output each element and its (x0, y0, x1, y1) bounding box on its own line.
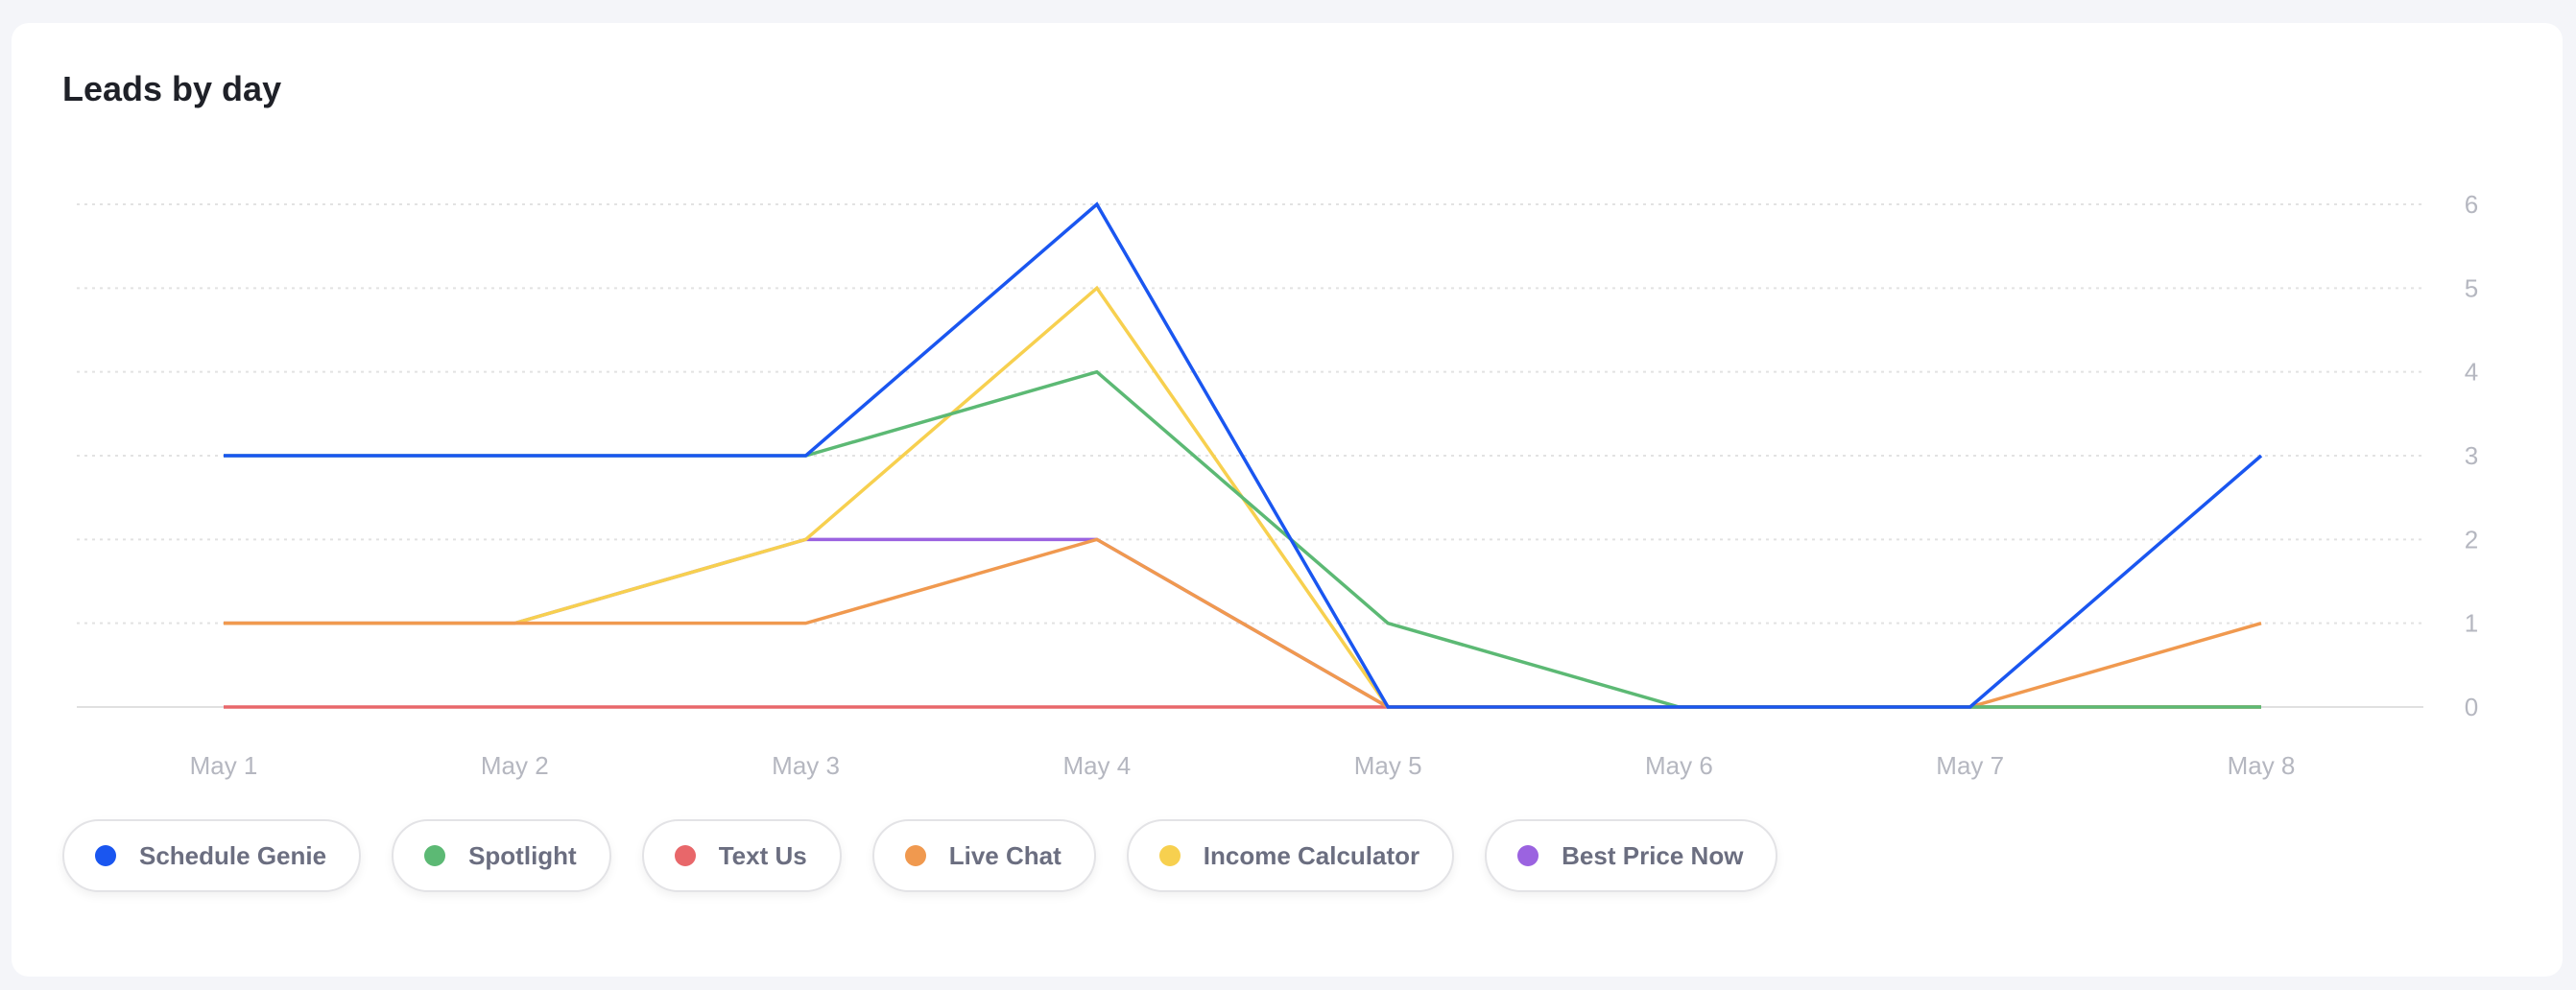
legend-label: Best Price Now (1562, 840, 1744, 870)
y-tick-label: 5 (2465, 273, 2478, 302)
legend-dot-icon (1517, 845, 1539, 866)
legend-label: Income Calculator (1203, 840, 1420, 870)
leads-by-day-card (12, 23, 2563, 977)
series-line-spotlight (224, 369, 2261, 709)
legend-item-text-us[interactable]: Text Us (641, 819, 842, 892)
x-tick-label: May 4 (1062, 751, 1131, 780)
line-chart: 0 1 2 3 4 5 6 May 1 May 2 May 3 May 4 May 5 May 6 May… (77, 190, 2478, 780)
legend-item-spotlight[interactable]: Spotlight (392, 819, 611, 892)
y-tick-label: 6 (2465, 190, 2478, 219)
legend-dot-icon (95, 845, 116, 866)
series-line-schedule-genie (224, 201, 2263, 709)
chart-title: Leads by day (62, 69, 282, 108)
y-tick-label: 2 (2465, 525, 2478, 554)
x-tick-label: May 1 (190, 751, 258, 780)
legend-dot-icon (424, 845, 446, 866)
x-tick-label: May 8 (2228, 751, 2296, 780)
legend-item-income-calculator[interactable]: Income Calculator (1126, 819, 1455, 892)
chart-legend: Schedule Genie Spotlight Text Us Live Chat I… (62, 819, 1778, 892)
legend-dot-icon (904, 845, 926, 866)
y-tick-label: 4 (2465, 358, 2478, 387)
x-tick-label: May 5 (1354, 751, 1422, 780)
legend-item-live-chat[interactable]: Live Chat (871, 819, 1096, 892)
legend-item-best-price-now[interactable]: Best Price Now (1485, 819, 1778, 892)
legend-dot-icon (1158, 845, 1181, 866)
legend-label: Schedule Genie (139, 840, 327, 870)
x-tick-label: May 3 (772, 751, 840, 780)
x-tick-label: May 7 (1936, 751, 2004, 780)
x-tick-label: May 2 (481, 751, 549, 780)
legend-dot-icon (674, 845, 696, 866)
legend-label: Live Chat (948, 840, 1061, 870)
legend-label: Text Us (718, 840, 807, 870)
series-line-live-chat (224, 537, 2262, 709)
legend-item-schedule-genie[interactable]: Schedule Genie (62, 819, 362, 892)
legend-label: Spotlight (468, 840, 577, 870)
x-tick-label: May 6 (1645, 751, 1713, 780)
y-tick-label: 3 (2465, 441, 2478, 470)
y-tick-label: 0 (2465, 693, 2478, 721)
y-tick-label: 1 (2465, 609, 2478, 638)
